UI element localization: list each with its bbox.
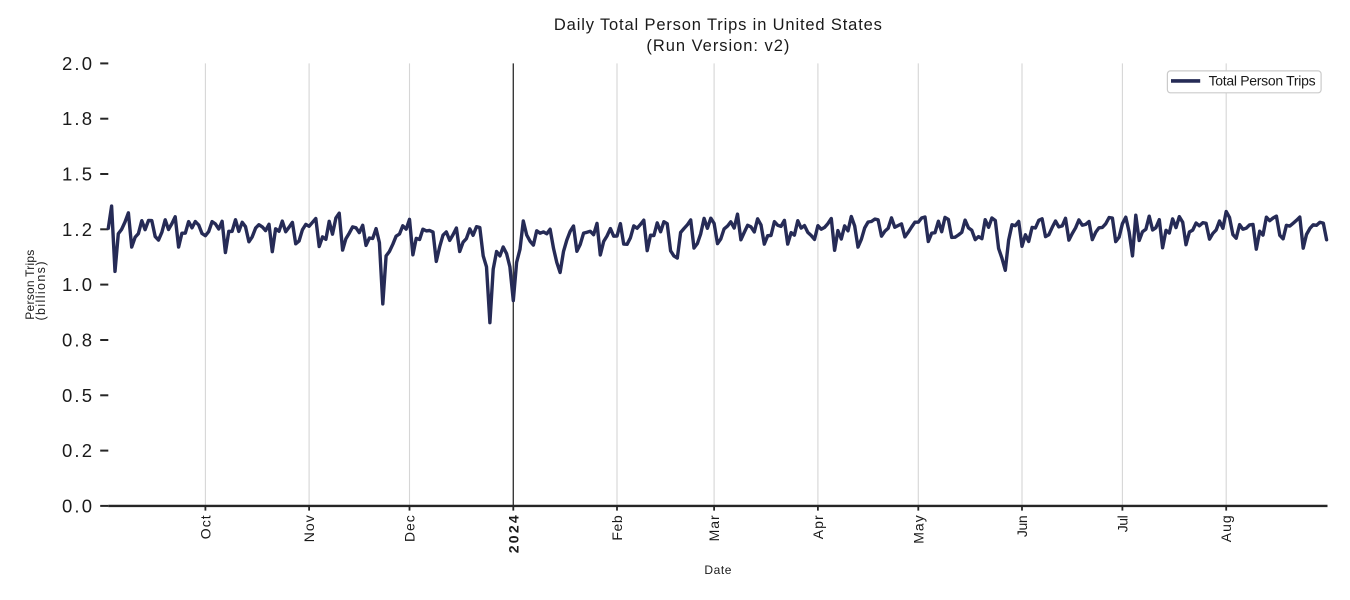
svg-text:1.0: 1.0 (62, 274, 92, 295)
svg-text:Jun: Jun (1014, 515, 1030, 537)
svg-text:1.2: 1.2 (62, 219, 92, 240)
svg-text:2.0: 2.0 (62, 53, 92, 74)
svg-text:Aug: Aug (1218, 515, 1234, 542)
svg-text:0.0: 0.0 (62, 495, 92, 516)
svg-text:(Run Version: v2): (Run Version: v2) (646, 37, 789, 55)
svg-text:Feb: Feb (609, 515, 625, 541)
svg-text:1.8: 1.8 (62, 108, 92, 129)
svg-text:Total Person Trips: Total Person Trips (1209, 72, 1316, 88)
svg-text:Date: Date (704, 563, 731, 577)
svg-text:Apr: Apr (810, 515, 826, 539)
svg-text:0.2: 0.2 (62, 440, 92, 461)
svg-text:Nov: Nov (301, 515, 317, 542)
svg-text:1.5: 1.5 (62, 164, 92, 185)
svg-text:Dec: Dec (402, 515, 418, 542)
svg-text:Daily Total Person Trips in Un: Daily Total Person Trips in United State… (554, 16, 882, 34)
svg-text:Person Trips: Person Trips (23, 250, 37, 320)
svg-text:0.8: 0.8 (62, 330, 92, 351)
svg-text:May: May (910, 515, 926, 544)
svg-text:Jul: Jul (1114, 515, 1130, 532)
svg-text:Oct: Oct (197, 515, 213, 539)
svg-text:0.5: 0.5 (62, 385, 92, 406)
svg-text:Mar: Mar (706, 515, 722, 541)
